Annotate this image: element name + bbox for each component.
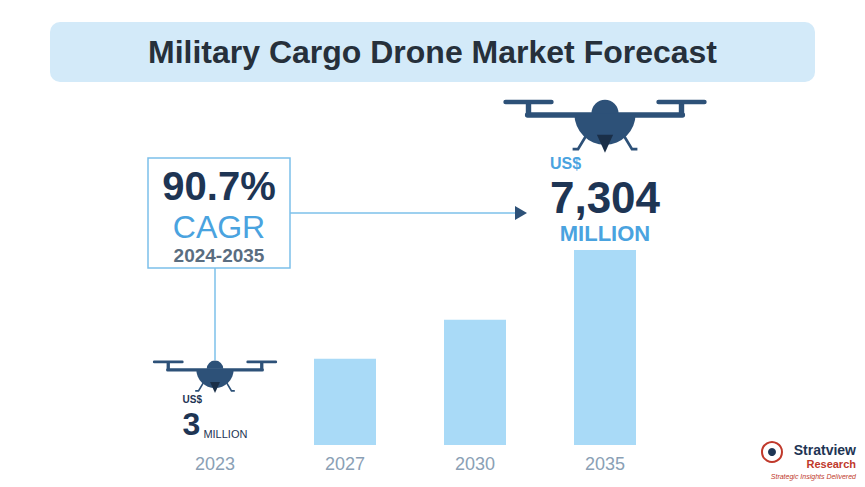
svg-text:7,304: 7,304 bbox=[550, 173, 661, 222]
svg-text:Military Cargo Drone Market Fo: Military Cargo Drone Market Forecast bbox=[148, 34, 717, 70]
svg-text:2024-2035: 2024-2035 bbox=[174, 245, 265, 266]
svg-text:MILLION: MILLION bbox=[560, 221, 650, 246]
svg-text:US$: US$ bbox=[550, 155, 581, 172]
svg-text:2035: 2035 bbox=[585, 454, 625, 474]
svg-text:2023: 2023 bbox=[195, 454, 235, 474]
svg-text:MILLION: MILLION bbox=[203, 428, 247, 440]
svg-text:2027: 2027 bbox=[325, 454, 365, 474]
svg-text:3: 3 bbox=[183, 406, 201, 442]
svg-text:US$: US$ bbox=[183, 394, 203, 405]
svg-text:Strategic Insights Delivered: Strategic Insights Delivered bbox=[771, 473, 857, 481]
svg-text:2030: 2030 bbox=[455, 454, 495, 474]
svg-text:90.7%: 90.7% bbox=[162, 164, 275, 208]
svg-text:CAGR: CAGR bbox=[173, 209, 265, 245]
svg-text:Research: Research bbox=[806, 458, 856, 470]
svg-text:Stratview: Stratview bbox=[794, 442, 856, 458]
